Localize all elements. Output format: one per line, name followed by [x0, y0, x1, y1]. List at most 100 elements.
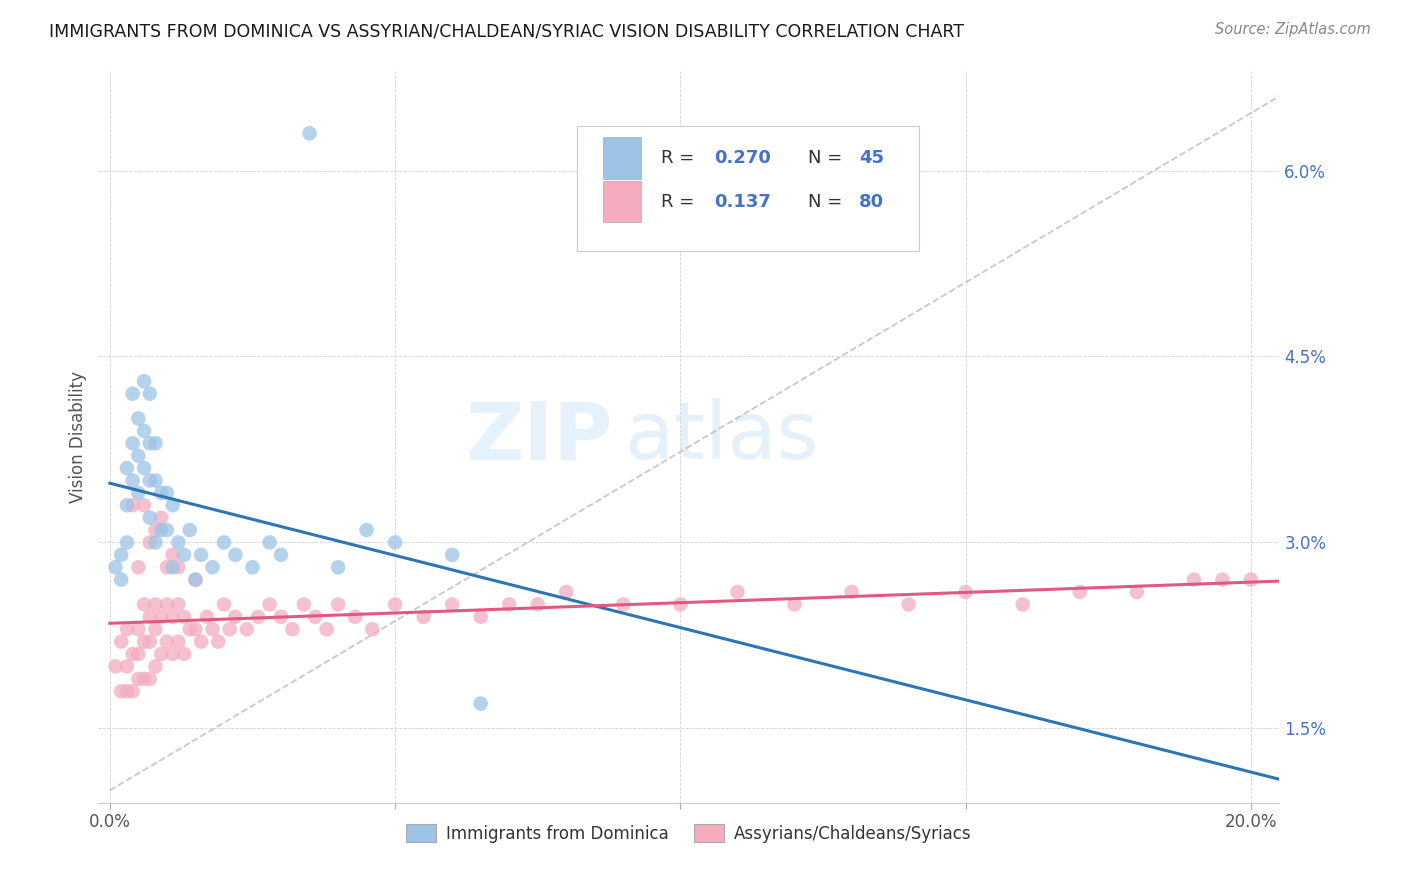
Point	[259, 535, 281, 549]
Point	[344, 610, 367, 624]
Point	[1126, 585, 1149, 599]
Point	[132, 498, 155, 512]
Point	[127, 672, 149, 686]
Point	[132, 424, 155, 438]
Point	[1011, 598, 1033, 612]
Point	[156, 634, 179, 648]
Point	[104, 560, 127, 574]
Point	[207, 634, 229, 648]
Point	[304, 610, 326, 624]
Point	[179, 622, 201, 636]
Point	[612, 598, 634, 612]
Point	[224, 548, 246, 562]
Point	[145, 436, 167, 450]
Point	[110, 684, 132, 698]
Point	[145, 622, 167, 636]
Point	[139, 634, 162, 648]
FancyBboxPatch shape	[603, 136, 641, 178]
Point	[441, 598, 464, 612]
Point	[145, 659, 167, 673]
Point	[115, 659, 138, 673]
Point	[139, 610, 162, 624]
Point	[121, 647, 143, 661]
Point	[139, 535, 162, 549]
Text: N =: N =	[808, 149, 848, 167]
Point	[150, 610, 173, 624]
Point	[150, 523, 173, 537]
Point	[115, 461, 138, 475]
Point	[190, 548, 212, 562]
Point	[247, 610, 270, 624]
Y-axis label: Vision Disability: Vision Disability	[69, 371, 87, 503]
Text: 80: 80	[859, 193, 884, 211]
Point	[121, 386, 143, 401]
Point	[292, 598, 315, 612]
Point	[145, 474, 167, 488]
Point	[115, 535, 138, 549]
Point	[156, 598, 179, 612]
Point	[104, 659, 127, 673]
Point	[470, 697, 492, 711]
Point	[326, 560, 349, 574]
Point	[132, 598, 155, 612]
Point	[110, 634, 132, 648]
Point	[121, 684, 143, 698]
FancyBboxPatch shape	[603, 181, 641, 222]
Point	[156, 560, 179, 574]
Point	[127, 647, 149, 661]
Point	[315, 622, 337, 636]
Point	[145, 535, 167, 549]
Point	[121, 436, 143, 450]
Point	[212, 535, 235, 549]
Point	[669, 598, 692, 612]
Point	[110, 573, 132, 587]
FancyBboxPatch shape	[576, 126, 920, 251]
Point	[173, 647, 195, 661]
Point	[121, 498, 143, 512]
Point	[162, 498, 184, 512]
Point	[1240, 573, 1263, 587]
Point	[184, 622, 207, 636]
Point	[127, 486, 149, 500]
Point	[132, 634, 155, 648]
Point	[212, 598, 235, 612]
Point	[195, 610, 218, 624]
Point	[224, 610, 246, 624]
Point	[121, 474, 143, 488]
Point	[173, 548, 195, 562]
Point	[150, 647, 173, 661]
Point	[139, 474, 162, 488]
Point	[127, 449, 149, 463]
Point	[270, 610, 292, 624]
Point	[384, 598, 406, 612]
Point	[110, 548, 132, 562]
Text: R =: R =	[661, 193, 706, 211]
Text: ZIP: ZIP	[465, 398, 612, 476]
Point	[218, 622, 240, 636]
Point	[162, 548, 184, 562]
Text: R =: R =	[661, 149, 700, 167]
Text: N =: N =	[808, 193, 848, 211]
Point	[156, 523, 179, 537]
Point	[156, 486, 179, 500]
Point	[167, 634, 190, 648]
Point	[162, 610, 184, 624]
Point	[897, 598, 920, 612]
Text: IMMIGRANTS FROM DOMINICA VS ASSYRIAN/CHALDEAN/SYRIAC VISION DISABILITY CORRELATI: IMMIGRANTS FROM DOMINICA VS ASSYRIAN/CHA…	[49, 22, 965, 40]
Point	[1069, 585, 1091, 599]
Point	[201, 560, 224, 574]
Point	[127, 622, 149, 636]
Point	[555, 585, 578, 599]
Point	[470, 610, 492, 624]
Point	[725, 585, 748, 599]
Point	[145, 523, 167, 537]
Point	[236, 622, 259, 636]
Point	[326, 598, 349, 612]
Point	[184, 573, 207, 587]
Point	[841, 585, 863, 599]
Point	[955, 585, 977, 599]
Point	[150, 486, 173, 500]
Point	[441, 548, 464, 562]
Legend: Immigrants from Dominica, Assyrians/Chaldeans/Syriacs: Immigrants from Dominica, Assyrians/Chal…	[399, 818, 979, 849]
Point	[242, 560, 264, 574]
